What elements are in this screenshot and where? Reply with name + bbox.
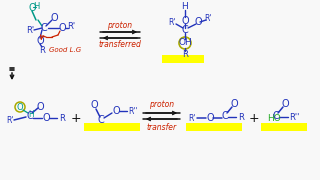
Text: O: O	[230, 99, 238, 109]
Text: R': R'	[204, 14, 212, 22]
Text: R': R'	[188, 114, 196, 123]
Text: C: C	[182, 25, 188, 35]
Text: C: C	[98, 115, 104, 125]
Text: O: O	[28, 3, 36, 13]
Text: H: H	[28, 109, 34, 118]
Text: O: O	[194, 17, 202, 27]
Text: R'': R''	[128, 107, 138, 116]
Text: OH: OH	[178, 37, 192, 46]
Text: O: O	[17, 102, 23, 111]
Text: H: H	[33, 1, 39, 10]
Text: transferred: transferred	[99, 39, 141, 48]
Bar	[84, 123, 140, 131]
Text: R: R	[182, 50, 188, 59]
Text: O: O	[206, 113, 214, 123]
Text: H: H	[182, 1, 188, 10]
Bar	[261, 123, 307, 131]
Text: C: C	[41, 23, 47, 33]
Text: C: C	[222, 111, 228, 121]
Text: O: O	[50, 13, 58, 23]
Text: proton: proton	[149, 100, 175, 109]
Text: R: R	[238, 112, 244, 122]
Text: O: O	[112, 106, 120, 116]
Text: R': R'	[67, 21, 75, 30]
Bar	[162, 55, 204, 63]
Bar	[186, 123, 242, 131]
Text: R': R'	[26, 26, 34, 35]
Text: R: R	[39, 46, 45, 55]
Text: transfer: transfer	[147, 123, 177, 132]
Text: O: O	[58, 23, 66, 33]
Text: +: +	[249, 111, 259, 125]
Text: R': R'	[168, 17, 176, 26]
Text: proton: proton	[108, 21, 132, 30]
Text: C: C	[27, 111, 33, 121]
Text: O: O	[281, 99, 289, 109]
Text: C: C	[273, 111, 279, 121]
Text: HO: HO	[267, 114, 281, 123]
Text: O: O	[181, 16, 189, 26]
Text: Good L.G: Good L.G	[49, 47, 81, 53]
Text: R': R'	[6, 116, 14, 125]
Text: R: R	[59, 114, 65, 123]
Text: O: O	[90, 100, 98, 110]
Text: O: O	[36, 102, 44, 112]
Text: O: O	[42, 113, 50, 123]
Text: O: O	[36, 36, 44, 46]
Text: +: +	[71, 111, 81, 125]
Text: R'': R''	[289, 112, 299, 122]
